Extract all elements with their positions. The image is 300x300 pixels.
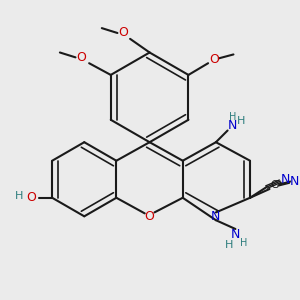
Text: H: H bbox=[229, 112, 236, 122]
Text: O: O bbox=[76, 51, 86, 64]
Text: O: O bbox=[145, 210, 154, 223]
Text: O: O bbox=[26, 191, 36, 204]
Text: O: O bbox=[118, 26, 128, 40]
Text: N: N bbox=[290, 175, 300, 188]
Text: N: N bbox=[231, 228, 240, 241]
Text: N: N bbox=[280, 173, 290, 186]
Text: N: N bbox=[228, 119, 237, 132]
Text: O: O bbox=[209, 53, 219, 66]
Text: H: H bbox=[237, 116, 245, 126]
Text: H: H bbox=[15, 191, 23, 201]
Text: H: H bbox=[239, 238, 247, 248]
Text: N: N bbox=[211, 210, 220, 223]
Text: H: H bbox=[225, 240, 234, 250]
Text: C: C bbox=[271, 180, 278, 190]
